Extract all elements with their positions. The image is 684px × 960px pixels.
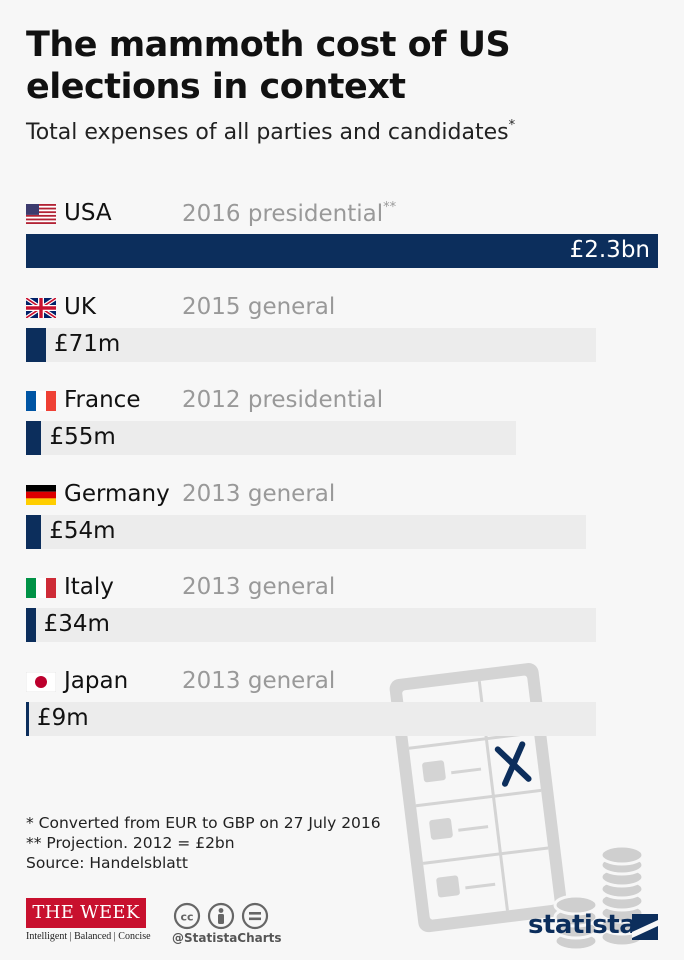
category-label: Japan [64,667,129,694]
cc-icon: cc [180,911,193,924]
flag-uk-icon [24,295,58,320]
bar-track [26,514,586,549]
chart-row-japan: Japan 2013 general £9m [0,658,684,738]
source-note: Source: Handelsblatt [26,854,188,872]
bar [26,701,29,736]
bar [26,608,36,642]
the-week-tagline: Intelligent | Balanced | Concise [26,931,151,942]
data-label: £55m [49,424,116,450]
election-text: 2013 general [182,574,336,600]
chart-subtitle: Total expenses of all parties and candid… [26,118,515,145]
the-week-logo[interactable]: THE WEEK Intelligent | Balanced | Concis… [26,898,151,942]
flag-usa-icon [26,204,56,224]
flag-france-icon [26,391,56,411]
election-text: 2013 general [182,667,336,694]
chart-row-italy: Italy 2013 general £34m [0,564,684,644]
chart-area: USA 2016 presidential** £2.3bn UK 2015 gener… [0,190,684,952]
bar-track [26,327,596,362]
footnote-1: * Converted from EUR to GBP on 27 July 2… [26,814,381,832]
coins-icon [553,845,645,952]
subtitle-footnote-mark: * [508,118,516,133]
category-label: Germany [64,480,170,507]
category-label: UK [64,293,96,320]
election-label: 2013 general [182,574,335,600]
chart-row-uk: UK 2015 general £71m [0,284,684,364]
subtitle-text: Total expenses of all parties and candid… [26,120,509,145]
chart-row-germany: Germany 2013 general £54m [0,471,684,551]
election-label: 2016 presidential** [182,200,396,227]
data-label: £71m [54,330,121,357]
the-week-wordmark: THE WEEK [26,898,146,928]
data-label: £34m [43,611,110,637]
footnotes: * Converted from EUR to GBP on 27 July 2… [26,813,381,873]
flag-japan-icon [25,671,57,692]
bar [26,514,42,549]
flag-italy-icon [26,578,56,598]
election-text: 2012 presidential [182,387,384,413]
election-label: 2013 general [182,481,335,507]
statista-handle[interactable]: @StatistaCharts [172,931,282,945]
category-label: France [64,387,141,413]
bar [26,327,46,362]
chart-row-france: France 2012 presidential £55m [0,377,684,457]
election-label: 2015 general [182,294,335,320]
category-label: Italy [64,574,114,600]
election-text: 2016 presidential [182,201,384,227]
election-text: 2013 general [182,480,336,507]
data-label: £2.3bn [569,237,650,263]
bar-track [26,608,596,642]
statista-logo[interactable]: statista [528,910,637,940]
data-label: £9m [37,704,89,731]
election-label: 2012 presidential [182,387,383,413]
election-label: 2013 general [182,668,335,694]
footnote-2: ** Projection. 2012 = £2bn [26,834,235,852]
bar-track [26,421,516,455]
bar [26,234,658,268]
equals-icon [249,912,261,921]
chart-row-usa: USA 2016 presidential** £2.3bn [0,190,684,270]
election-text: 2015 general [182,293,336,320]
election-footnote-mark: ** [383,200,397,215]
category-label: USA [64,200,112,226]
statista-mark-icon [632,914,658,940]
person-icon [218,908,224,924]
license-icons[interactable]: cc [173,902,269,930]
bar-track [26,701,596,736]
bar [26,421,42,455]
data-label: £54m [49,517,116,544]
svg-text:cc: cc [180,911,193,924]
flag-germany-icon [26,484,56,505]
chart-title: The mammoth cost of US elections in cont… [26,25,511,107]
